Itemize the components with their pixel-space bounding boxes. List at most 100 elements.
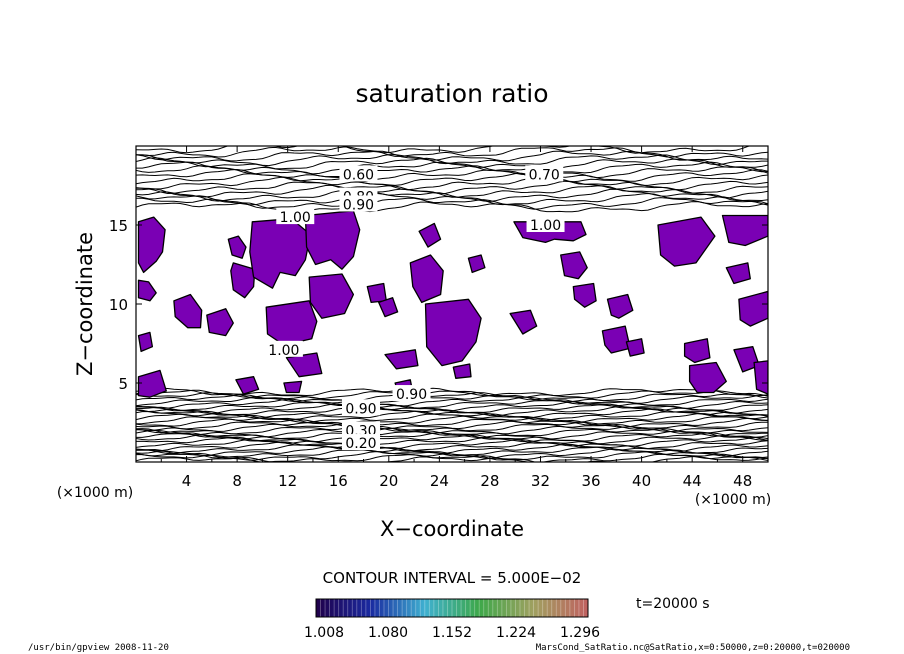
x-axis-title: X−coordinate [380,517,524,541]
colorbar-gradient [316,599,588,617]
contour-line [136,184,768,199]
contour-label-bg [341,434,380,451]
contour-line [136,197,768,210]
x-tick-label: 44 [683,472,702,490]
contour-line [136,427,768,438]
lower-contour-band [136,387,768,462]
contour-line [136,387,768,397]
contour-line [136,432,768,443]
supersaturated-region [409,254,444,304]
chart-title: saturation ratio [355,79,548,108]
supersaturated-region [366,282,387,304]
supersaturated-region [725,262,751,285]
colorbar-ticks: 1.008 1.080 1.152 1.224 1.296 [304,625,600,641]
colorbar-tick-label: 1.296 [560,625,600,641]
contour-line [136,438,768,450]
x-tick-label: 20 [379,472,398,490]
x-tick-label: 48 [733,472,752,490]
supersaturated-region [285,352,323,378]
supersaturated-region [137,331,154,353]
contour-label-bg [276,208,315,225]
contour-label: 0.90 [345,401,376,417]
contour-label-bg [264,340,303,357]
supersaturated-region [452,363,472,379]
colorbar: 1.008 1.080 1.152 1.224 1.296 [304,598,600,641]
x-tick-label: 32 [531,472,550,490]
supersaturated-region [418,222,442,248]
supersaturated-region [683,338,711,364]
x-axis: 4 8 12 16 20 24 28 32 36 40 44 48 [160,146,752,490]
supersaturated-regions [137,210,768,398]
contour-label: 0.70 [529,167,560,183]
x-unit-label: (×1000 m) [57,485,133,501]
y-tick-label: 15 [109,217,128,235]
supersaturated-region [572,282,597,308]
supersaturated-region [738,290,768,327]
contour-label: 0.60 [343,167,374,183]
x-tick-label: 16 [329,472,348,490]
contour-label: 1.00 [530,218,561,234]
contour-line [136,425,768,435]
y-tick-label: 5 [118,375,128,393]
supersaturated-region [206,308,234,337]
footer-right: MarsCond_SatRatio.nc@SatRatio,x=0:50000,… [536,643,850,653]
contour-label-bg [341,399,380,416]
x-tick-label: 36 [581,472,600,490]
contour-label: 0.20 [345,436,376,452]
contour-line [136,408,768,419]
contour-line [136,176,768,191]
contour-label-bg [339,165,378,182]
y-axis-title: Z−coordinate [73,232,97,376]
contour-line [136,403,768,414]
supersaturated-region [378,297,399,318]
x-unit-label-right: (×1000 m) [695,492,771,508]
contour-line [136,172,768,186]
x-tick-label: 12 [278,472,297,490]
contour-line [136,415,768,426]
supersaturated-region [230,262,256,299]
contour-line [136,392,768,402]
contour-line [136,146,768,158]
supersaturated-region [384,349,419,370]
contour-interval-label: CONTOUR INTERVAL = 5.000E−02 [323,569,582,587]
supersaturated-region [606,293,634,319]
supersaturated-region [601,325,631,354]
y-axis: 5 10 15 [109,217,768,393]
colorbar-tick-label: 1.152 [432,625,472,641]
supersaturated-region [688,361,727,394]
x-tick-label: 24 [430,472,449,490]
supersaturated-region [308,273,355,319]
colorbar-tick-label: 1.008 [304,625,344,641]
contour-label-bg [339,195,378,212]
supersaturated-region [424,298,482,367]
contour-label: 0.90 [396,387,427,403]
contour-line [136,448,768,459]
colorbar-tick-label: 1.224 [496,625,536,641]
contour-label: 1.00 [268,343,299,359]
colorbar-frame [315,598,589,618]
supersaturated-region [283,380,303,394]
contour-line [136,420,768,430]
contour-line [136,436,768,448]
supersaturated-region [304,210,361,270]
contour-label-bg [392,385,431,402]
contour-line [136,157,768,170]
contour-line [136,456,768,462]
contour-line [136,201,768,213]
contour-line [136,146,752,154]
supersaturated-region [753,360,768,395]
contour-labels: 0.600.700.800.901.001.001.000.900.900.30… [264,165,565,452]
contour-line [136,396,768,407]
contour-line [136,188,768,203]
supersaturated-region [173,293,203,329]
contour-label: 1.00 [280,210,311,226]
supersaturated-region [265,300,318,346]
contour-line [136,398,768,410]
time-label: t=20000 s [636,596,710,612]
supersaturated-region [625,338,645,357]
contour-label: 0.90 [343,197,374,213]
colorbar-tick-label: 1.080 [368,625,408,641]
footer-left: /usr/bin/gpview 2008-11-20 [28,643,169,653]
supersaturated-region [721,214,768,247]
